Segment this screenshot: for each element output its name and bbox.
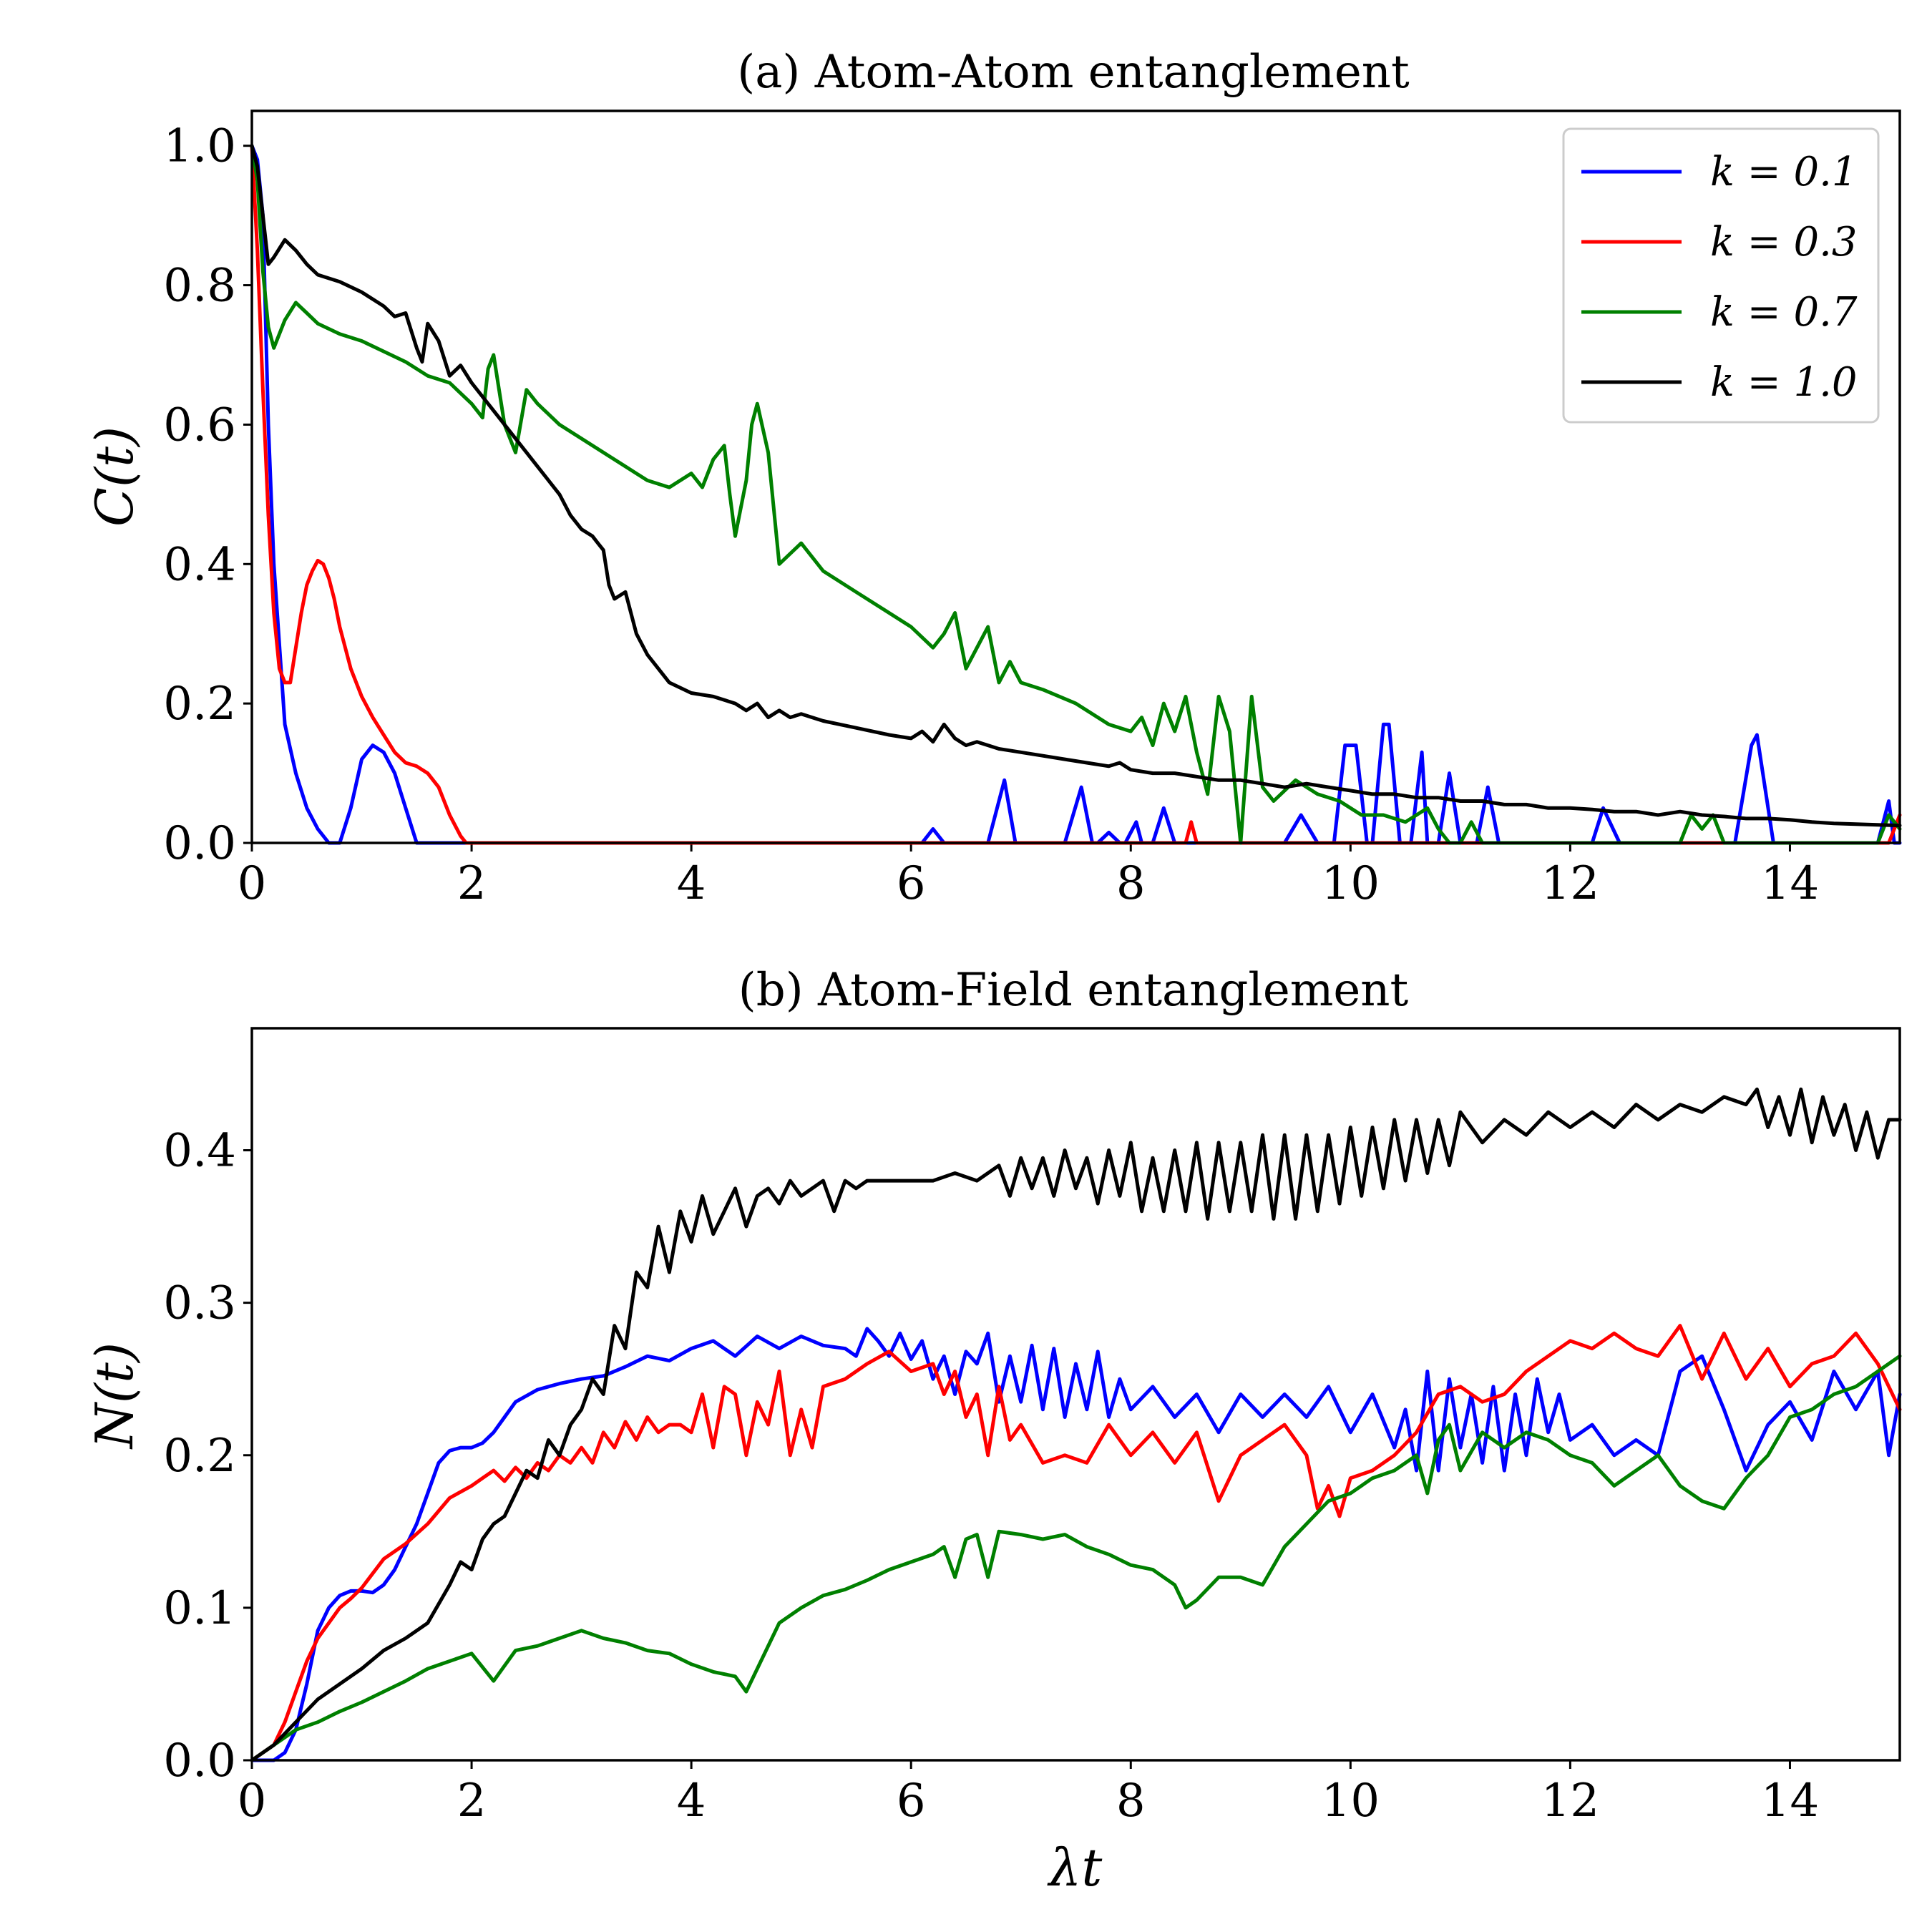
axis-ticks-atom-atom: 0 2 4 6 8 10 12 14 0.0 0.2 0.4 0.6 0.8 1.0: [163, 120, 1819, 910]
x-tick-label-atom-atom: 8: [1116, 857, 1146, 910]
x-tick-label-atom-field: 8: [1116, 1775, 1146, 1828]
y-tick-label-atom-atom: 0.6: [163, 399, 236, 452]
legend-label: k = 0.3: [1710, 219, 1858, 265]
title-atom-atom: (a) Atom-Atom entanglement: [737, 46, 1410, 99]
x-tick-label-atom-atom: 0: [238, 857, 267, 910]
legend-label: k = 0.7: [1710, 289, 1858, 336]
y-tick-label-atom-atom: 0.4: [163, 538, 236, 591]
y-tick-label-atom-field: 0.4: [163, 1125, 236, 1178]
series-line-atom-field: [250, 1327, 1902, 1762]
legend-label: k = 0.1: [1710, 149, 1858, 195]
legend: k = 0.1 k = 0.3 k = 0.7 k = 1.0: [1562, 127, 1880, 424]
x-tick-label-atom-field: 4: [677, 1775, 706, 1828]
axis-ticks-atom-field: 0 2 4 6 8 10 12 14 0.0 0.1 0.2 0.3 0.4: [163, 1125, 1819, 1828]
y-tick-label-atom-atom: 0.8: [163, 260, 236, 313]
x-tick-label-atom-atom: 14: [1761, 857, 1819, 910]
y-tick-label-atom-field: 0.1: [163, 1582, 236, 1635]
x-tick-label-atom-atom: 2: [457, 857, 487, 910]
legend-box: [1562, 127, 1880, 424]
x-tick-label-atom-field: 14: [1761, 1775, 1819, 1828]
x-tick-label-atom-field: 6: [897, 1775, 926, 1828]
x-tick-label-atom-atom: 6: [897, 857, 926, 910]
x-tick-label-atom-atom: 4: [677, 857, 706, 910]
series-line-atom-field: [250, 1324, 1902, 1762]
y-tick-label-atom-atom: 1.0: [163, 120, 236, 173]
x-tick-label-atom-atom: 12: [1541, 857, 1599, 910]
x-axis-label: λt: [1047, 1838, 1103, 1898]
y-axis-label-atom-field: N(t): [84, 1342, 145, 1450]
y-axis-label-atom-atom: C(t): [84, 426, 145, 527]
series-line-atom-atom: [250, 144, 1902, 845]
y-tick-label-atom-atom: 0.0: [163, 817, 236, 870]
x-tick-label-atom-field: 0: [238, 1775, 267, 1828]
series-line-atom-field: [250, 1087, 1902, 1762]
x-tick-label-atom-field: 10: [1322, 1775, 1380, 1828]
series-line-atom-atom: [250, 144, 1902, 845]
panel-atom-field: (b) Atom-Field entanglement 0 2 4 6 8 10 12 140…: [84, 964, 1902, 1898]
panel-atom-atom: (a) Atom-Atom entanglement 0 2 4 6 8 10 12 14 0.…: [84, 46, 1902, 910]
plot-frame-atom-atom: [250, 109, 1901, 844]
x-tick-label-atom-atom: 10: [1322, 857, 1380, 910]
x-tick-label-atom-field: 12: [1541, 1775, 1599, 1828]
y-tick-label-atom-field: 0.3: [163, 1277, 236, 1330]
plot-frame-atom-field: [250, 1027, 1901, 1762]
series-line-atom-atom: [250, 144, 1902, 828]
y-tick-label-atom-field: 0.2: [163, 1430, 236, 1483]
title-atom-field: (b) Atom-Field entanglement: [738, 964, 1409, 1017]
y-tick-label-atom-atom: 0.2: [163, 678, 236, 731]
legend-label: k = 1.0: [1710, 359, 1858, 406]
series-line-atom-field: [250, 1354, 1902, 1762]
x-tick-label-atom-field: 2: [457, 1775, 487, 1828]
y-tick-label-atom-field: 0.0: [163, 1735, 236, 1787]
series-atom-field: [250, 1087, 1902, 1762]
